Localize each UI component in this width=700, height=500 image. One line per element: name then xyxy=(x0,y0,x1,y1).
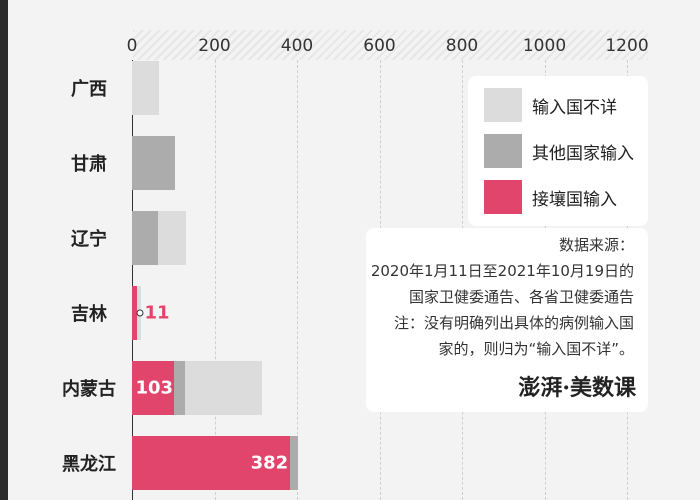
left-edge-bar xyxy=(0,0,8,500)
data-label: 103 xyxy=(135,377,174,399)
legend-label-bordering: 接壤国输入 xyxy=(532,189,617,210)
category-label: 吉林 xyxy=(71,304,107,325)
bar-segment xyxy=(157,211,186,265)
legend-label-other: 其他国家输入 xyxy=(532,143,634,164)
category-label: 甘肃 xyxy=(71,154,107,175)
x-tick-label: 1200 xyxy=(605,36,649,56)
bar-segment xyxy=(132,211,158,265)
category-label: 辽宁 xyxy=(71,229,107,250)
bar-segment xyxy=(289,436,298,490)
bar-segment xyxy=(132,136,176,190)
legend-item-other: 其他国家输入 xyxy=(484,134,634,168)
grid-line xyxy=(297,60,298,500)
bar-segment xyxy=(132,361,175,415)
legend-swatch-unknown xyxy=(484,88,522,122)
callout-dot xyxy=(136,309,144,317)
x-tick-label: 800 xyxy=(445,36,479,56)
legend-swatch-other xyxy=(484,134,522,168)
y-axis-line xyxy=(132,60,133,500)
legend-label-unknown: 输入国不详 xyxy=(532,97,617,118)
x-tick-label: 400 xyxy=(280,36,314,56)
note-line-3: 国家卫健委通告、各省卫健委通告 xyxy=(408,288,634,306)
x-tick-label: 0 xyxy=(126,36,138,56)
legend-item-unknown: 输入国不详 xyxy=(484,88,617,122)
legend-item-bordering: 接壤国输入 xyxy=(484,180,617,214)
bar-segment xyxy=(132,436,290,490)
legend-swatch-bordering xyxy=(484,180,522,214)
category-label: 黑龙江 xyxy=(62,454,116,475)
grid-line xyxy=(214,60,216,500)
note-line-2: 2020年1月11日至2021年10月19日的 xyxy=(370,262,634,280)
note-line-1: 数据来源： xyxy=(558,236,634,254)
bar-segment xyxy=(132,61,159,115)
bar-segment xyxy=(174,361,185,415)
x-tick-label: 600 xyxy=(363,36,396,56)
axis-band xyxy=(133,30,648,60)
data-label: 11 xyxy=(144,302,170,324)
category-label: 广西 xyxy=(71,79,107,100)
x-tick-label: 1000 xyxy=(522,36,567,56)
legend: 输入国不详 其他国家输入 接壤国输入 xyxy=(468,76,648,226)
source-note: 数据来源： 2020年1月11日至2021年10月19日的 国家卫健委通告、各省… xyxy=(366,228,648,412)
brand-logo: 澎湃·美数课 xyxy=(518,375,636,401)
bar-segment xyxy=(132,286,137,340)
x-tick-label: 200 xyxy=(198,36,231,56)
note-line-5: 家的，则归为“输入国不详”。 xyxy=(438,340,634,358)
category-label: 内蒙古 xyxy=(62,379,116,400)
note-line-4: 注：没有明确列出具体的病例输入国 xyxy=(393,314,634,332)
bar-segment xyxy=(184,361,263,415)
data-label: 382 xyxy=(250,452,289,474)
